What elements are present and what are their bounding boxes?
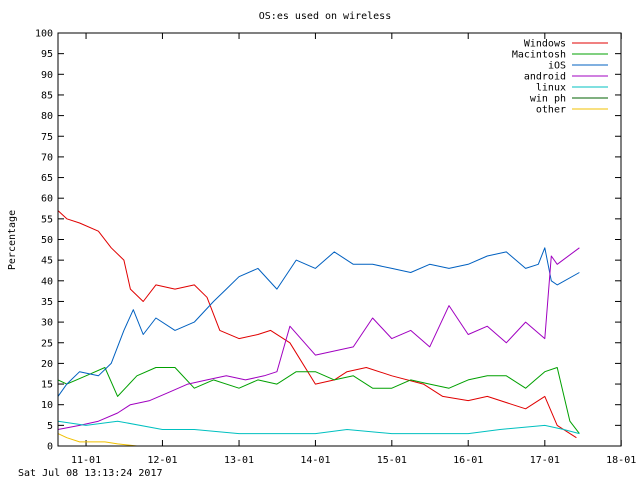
axis-ticks: 0 5 10 15 20 25 30 35 40 45 50 55 60 65 70 75 80 85 90 95 10… <box>35 29 636 467</box>
y-tick-label: 85 <box>41 90 53 101</box>
x-tick-label: 11-01 <box>71 455 101 466</box>
y-tick-label: 30 <box>41 318 53 329</box>
x-tick-label: 16-01 <box>453 455 483 466</box>
y-tick-label: 55 <box>41 214 53 225</box>
series-line-ios <box>57 247 580 397</box>
y-tick-label: 70 <box>41 152 53 163</box>
legend-label: Windows <box>524 39 566 50</box>
legend-label: android <box>524 72 566 83</box>
x-tick-label: 18-01 <box>606 455 636 466</box>
y-tick-label: 20 <box>41 359 53 370</box>
series-layer <box>57 210 580 447</box>
plot-frame <box>57 32 622 447</box>
chart-title: OS:es used on wireless <box>259 11 391 22</box>
x-tick-label: 13-01 <box>224 455 254 466</box>
legend-label: Macintosh <box>512 50 566 61</box>
y-tick-label: 10 <box>41 400 53 411</box>
series-line-macintosh <box>57 367 580 434</box>
series-line-other <box>57 433 156 447</box>
y-tick-label: 40 <box>41 276 53 287</box>
legend-label: iOS <box>548 61 566 72</box>
y-tick-label: 75 <box>41 132 53 143</box>
x-tick-label: 14-01 <box>300 455 330 466</box>
series-line-android <box>57 247 580 430</box>
y-tick-label: 100 <box>35 29 53 40</box>
y-tick-label: 5 <box>47 421 53 432</box>
legend-label: other <box>536 105 566 116</box>
y-tick-label: 35 <box>41 297 53 308</box>
y-tick-label: 80 <box>41 111 53 122</box>
y-axis-label: Percentage <box>7 210 18 270</box>
footer-timestamp: Sat Jul 08 13:13:24 2017 <box>18 468 163 479</box>
y-tick-label: 95 <box>41 49 53 60</box>
x-tick-label: 17-01 <box>530 455 560 466</box>
y-tick-label: 45 <box>41 256 53 267</box>
y-tick-label: 90 <box>41 70 53 81</box>
series-line-windows <box>57 210 577 439</box>
y-tick-label: 15 <box>41 380 53 391</box>
series-line-linux <box>57 420 580 435</box>
x-tick-label: 15-01 <box>377 455 407 466</box>
legend-label: win ph <box>530 94 566 105</box>
y-tick-label: 50 <box>41 235 53 246</box>
legend-label: linux <box>536 83 566 94</box>
x-tick-label: 12-01 <box>147 455 177 466</box>
y-tick-label: 0 <box>47 442 53 453</box>
y-tick-label: 65 <box>41 173 53 184</box>
y-tick-label: 25 <box>41 338 53 349</box>
y-tick-label: 60 <box>41 194 53 205</box>
